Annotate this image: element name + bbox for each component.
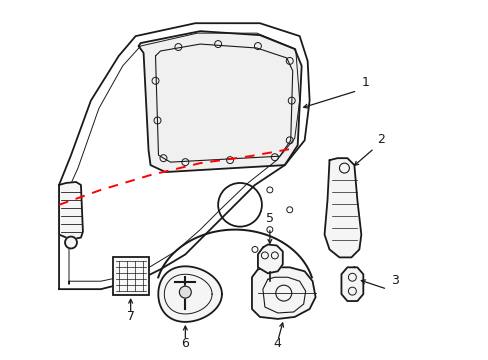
- Polygon shape: [341, 267, 363, 301]
- Text: 5: 5: [265, 212, 273, 225]
- Text: 2: 2: [376, 133, 385, 146]
- Polygon shape: [138, 31, 301, 172]
- Circle shape: [179, 286, 191, 298]
- Text: 4: 4: [273, 337, 281, 350]
- Polygon shape: [257, 244, 282, 273]
- Text: 7: 7: [126, 310, 134, 323]
- Text: 1: 1: [361, 76, 368, 89]
- Polygon shape: [251, 267, 315, 319]
- Polygon shape: [59, 182, 83, 239]
- Bar: [113, 257, 148, 295]
- Text: 6: 6: [181, 337, 189, 350]
- Text: 3: 3: [390, 274, 398, 287]
- Polygon shape: [324, 158, 361, 257]
- Circle shape: [65, 237, 77, 248]
- Polygon shape: [158, 266, 222, 322]
